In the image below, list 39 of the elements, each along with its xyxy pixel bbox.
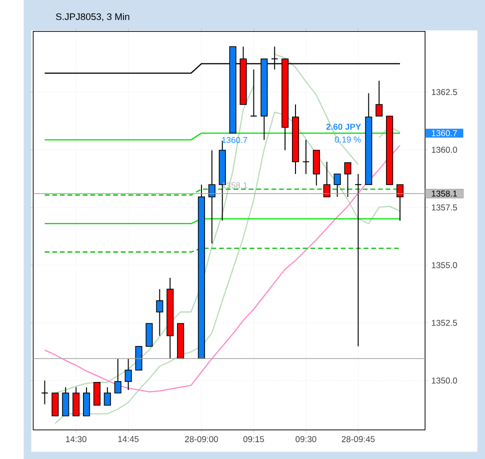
candlestick [146, 322, 153, 347]
candlestick [52, 392, 59, 416]
y-tick-label: 1355.0 [432, 262, 458, 268]
candlestick [344, 162, 352, 198]
candlestick [376, 80, 383, 116]
candlestick [312, 150, 320, 186]
candlestick [334, 173, 341, 198]
x-tick-label: 09:30 [296, 436, 316, 442]
candlestick [208, 150, 216, 244]
y-tick-label: 1357.5 [432, 204, 457, 210]
y-tick-label: 1360.0 [432, 146, 458, 153]
annotation: 2.60 JPY [326, 124, 361, 130]
y-tick-label: 1362.5 [432, 88, 457, 95]
candlestick [114, 358, 122, 394]
candlestick [72, 386, 80, 416]
candlestick [62, 386, 70, 416]
x-tick-label: 09:15 [243, 436, 264, 442]
ref-line-label: 1358.1 [432, 190, 457, 196]
candlestick [135, 346, 142, 370]
text: 1360.7 [432, 130, 457, 136]
candlestick [104, 386, 111, 406]
annotation: 1360.7 [222, 136, 248, 143]
annotation: 0.19 % [334, 136, 361, 142]
y-tick-label: 1352.5 [432, 320, 457, 326]
x-tick-label: 28-09:00 [185, 436, 218, 442]
candlestick [41, 380, 48, 405]
x-tick-label: 14:45 [118, 436, 139, 442]
chart-title: S.JPJ8053, 3 Min [56, 12, 130, 21]
candlestick [93, 382, 100, 406]
candlestick [250, 68, 258, 116]
x-tick-label: 28-09:45 [342, 436, 375, 442]
candlestick [156, 288, 164, 336]
candlestick [354, 173, 362, 347]
candlestick [82, 386, 90, 416]
candlestick [323, 161, 330, 198]
candlestick [124, 358, 132, 390]
x-tick-label: 14:30 [66, 436, 86, 442]
candlestick [396, 184, 404, 221]
y-tick-label: 1350.0 [432, 377, 458, 384]
